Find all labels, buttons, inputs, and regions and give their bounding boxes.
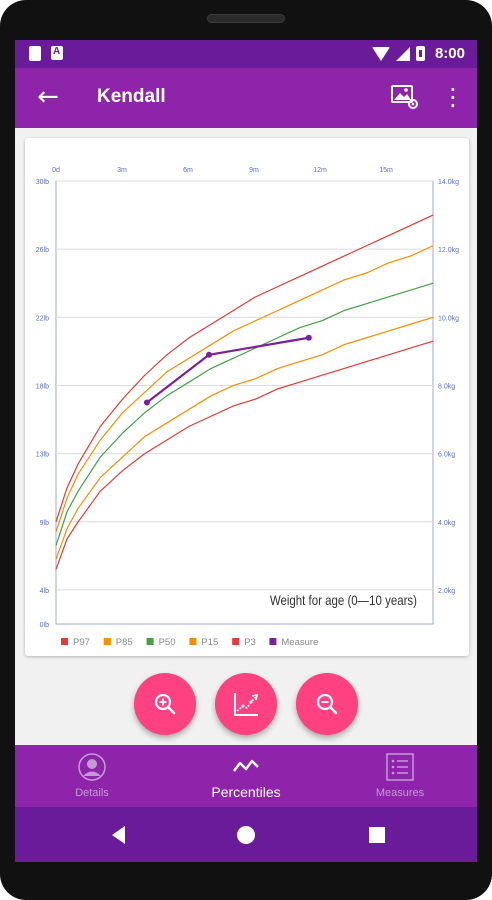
app-bar: ← Kendall ⋮ <box>15 68 477 128</box>
legend-swatch-p97 <box>61 638 68 645</box>
weight-for-age-chart: 0d 3m 6m 9m 12m 15m 30lb 26lb 22lb 18lb 13lb 9lb 4lb… <box>36 167 459 648</box>
zoom-out-button[interactable] <box>296 673 358 735</box>
legend-swatch-p15 <box>189 638 197 645</box>
y-left-tick-label: 26lb <box>36 247 49 254</box>
speaker-grille <box>207 14 285 23</box>
status-bar: 8:00 <box>15 40 477 68</box>
sd-card-icon <box>29 46 41 61</box>
chart-view-button[interactable] <box>215 673 277 735</box>
legend-swatch-p50 <box>146 638 154 645</box>
signal-icon <box>395 46 410 61</box>
y-right-tick-label: 2.0kg <box>438 588 455 595</box>
y-left-tick-label: 13lb <box>36 452 49 459</box>
legend-label-p85: P85 <box>116 637 133 648</box>
series-line-p3 <box>55 340 434 570</box>
y-right-tick-label: 14.0kg <box>438 179 459 186</box>
x-tick-label: 3m <box>117 167 127 174</box>
y-right-tick-label: 12.0kg <box>438 247 459 254</box>
nav-measures-label: Measures <box>375 787 425 799</box>
y-right-tick-label: 6.0kg <box>438 452 455 459</box>
measure-point <box>305 334 312 341</box>
nav-percentiles-label: Percentiles <box>211 784 281 800</box>
chart-title: Weight for age (0—10 years) <box>270 592 417 608</box>
measure-point <box>206 351 213 358</box>
y-left-tick-label: 4lb <box>40 588 49 595</box>
legend-label-p15: P15 <box>201 637 218 648</box>
trend-icon <box>233 759 259 772</box>
nav-measures[interactable]: Measures <box>323 745 477 807</box>
y-left-tick-label: 0lb <box>40 622 49 629</box>
legend-label-p97: P97 <box>73 637 90 648</box>
notification-a-icon <box>51 46 63 60</box>
y-right-tick-label: 10.0kg <box>438 315 459 322</box>
system-navigation-bar <box>15 807 477 862</box>
person-icon <box>78 753 106 781</box>
y-left-tick-label: 22lb <box>36 315 49 322</box>
image-settings-icon <box>391 85 418 109</box>
screen: 8:00 ← Kendall ⋮ <box>15 40 477 862</box>
back-button[interactable]: ← <box>33 82 63 112</box>
battery-icon <box>415 46 425 61</box>
series-line-p85 <box>55 245 434 533</box>
legend-label-p3: P3 <box>244 637 256 648</box>
circle-home-icon <box>237 826 255 844</box>
status-time: 8:00 <box>434 45 465 62</box>
triangle-back-icon <box>112 826 125 844</box>
legend-label-p50: P50 <box>159 637 176 648</box>
chart-trend-icon <box>234 693 259 716</box>
x-tick-label: 6m <box>183 167 193 174</box>
wifi-icon <box>371 46 390 61</box>
x-tick-label: 15m <box>379 167 393 174</box>
series-line-p15 <box>55 316 434 560</box>
system-home-button[interactable] <box>232 821 260 849</box>
measure-point <box>143 399 150 406</box>
legend-swatch-measure <box>269 638 277 645</box>
x-tick-label: 0d <box>52 167 60 174</box>
y-right-tick-label: 8.0kg <box>438 383 455 390</box>
zoom-in-button[interactable] <box>134 673 196 735</box>
legend-label-measure: Measure <box>281 637 318 648</box>
y-left-tick-label: 9lb <box>40 520 49 527</box>
y-left-tick-label: 18lb <box>36 383 49 390</box>
nav-percentiles[interactable]: Percentiles <box>169 745 323 807</box>
page-title: Kendall <box>97 86 166 107</box>
series-line-p50 <box>55 282 434 546</box>
zoom-in-icon <box>154 693 176 715</box>
x-tick-label: 12m <box>313 167 327 174</box>
y-left-tick-label: 30lb <box>36 179 49 186</box>
chart-card: 0d 3m 6m 9m 12m 15m 30lb 26lb 22lb 18lb 13lb 9lb 4lb… <box>25 138 469 656</box>
nav-details-label: Details <box>75 787 109 799</box>
more-vert-icon: ⋮ <box>441 83 465 111</box>
legend-swatch-p85 <box>103 638 111 645</box>
legend-swatch-p3 <box>232 638 240 645</box>
y-right-tick-label: 4.0kg <box>438 520 455 527</box>
system-recents-button[interactable] <box>363 821 391 849</box>
image-settings-button[interactable] <box>391 84 419 110</box>
system-back-button[interactable] <box>106 821 134 849</box>
list-icon <box>386 753 414 781</box>
arrow-back-icon: ← <box>37 82 59 112</box>
nav-details[interactable]: Details <box>15 745 169 807</box>
more-options-button[interactable]: ⋮ <box>441 82 465 112</box>
bottom-navigation: Details Percentiles Measures <box>15 745 477 807</box>
x-tick-label: 9m <box>249 167 259 174</box>
series-line-p97 <box>55 214 434 522</box>
square-recents-icon <box>369 827 385 843</box>
zoom-out-icon <box>316 693 338 715</box>
